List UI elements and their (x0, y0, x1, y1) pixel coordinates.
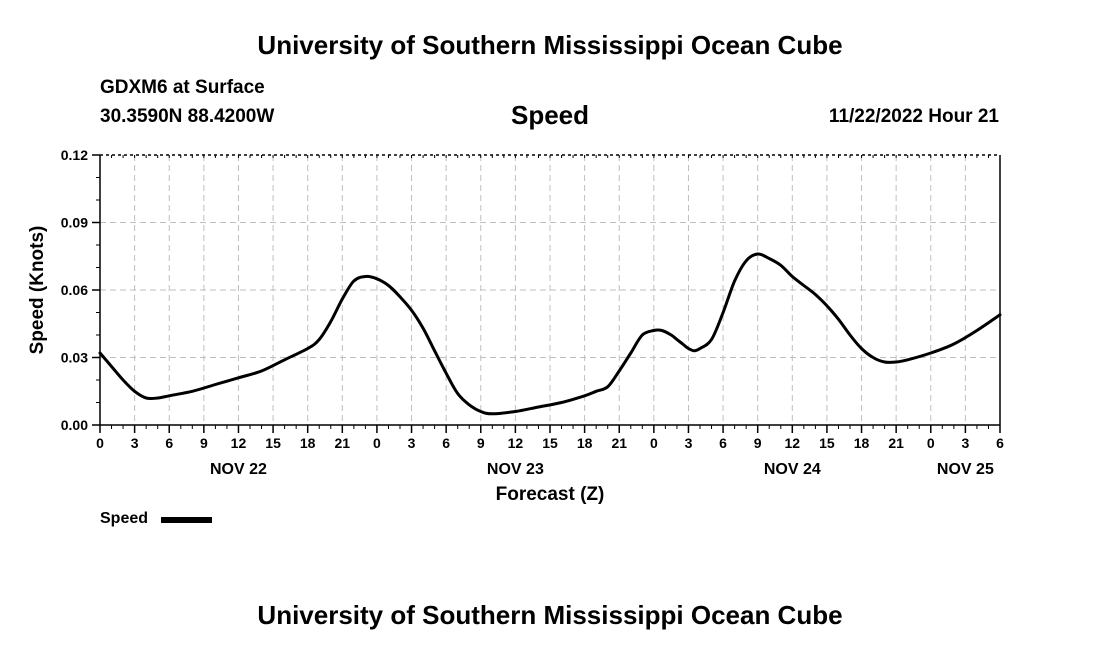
y-tick-label: 0.00 (61, 417, 88, 433)
x-tick-label: 15 (265, 435, 281, 451)
timestamp-label: 11/22/2022 Hour 21 (828, 106, 999, 127)
x-tick-label: 6 (996, 435, 1004, 451)
x-tick-label: 12 (508, 435, 524, 451)
x-tick-label: 0 (373, 435, 381, 451)
grid (100, 155, 1000, 425)
y-tick-label: 0.06 (61, 282, 88, 298)
series-layer (98, 252, 1002, 416)
coordinates-label: 30.3590N 88.4200W (100, 106, 275, 127)
x-tick-label: 0 (927, 435, 935, 451)
chart-title: Speed (510, 100, 590, 130)
x-tick-label: 12 (785, 435, 801, 451)
y-tick-label: 0.12 (61, 147, 88, 163)
x-tick-label: 9 (754, 435, 762, 451)
x-tick-label: 18 (854, 435, 870, 451)
x-tick-label: 15 (542, 435, 558, 451)
legend-label: Speed (100, 510, 149, 527)
x-tick-label: 12 (231, 435, 247, 451)
x-tick-label: 9 (200, 435, 208, 451)
y-tick-label: 0.09 (61, 215, 88, 231)
x-tick-label: 15 (819, 435, 835, 451)
legend-line-swatch (161, 517, 212, 523)
day-label: NOV 23 (487, 461, 544, 478)
x-tick-label: 18 (577, 435, 593, 451)
axes (92, 154, 1001, 433)
x-tick-label: 9 (477, 435, 485, 451)
x-tick-label: 3 (961, 435, 969, 451)
page-title-top: University of Southern Mississippi Ocean… (257, 30, 843, 60)
day-label: NOV 24 (764, 461, 821, 478)
series-line-speed (98, 252, 1002, 416)
day-label: NOV 22 (210, 461, 267, 478)
x-tick-label: 18 (300, 435, 316, 451)
day-label: NOV 25 (937, 461, 994, 478)
y-axis-label: Speed (Knots) (27, 226, 48, 355)
x-tick-label: 6 (442, 435, 450, 451)
x-tick-label: 21 (888, 435, 904, 451)
labels: 0 3 6 9 12 15 18 21 0 3 6 9 12 15 18 21 0 3 6 9 12 15 18 21 0 3 6 0… (27, 147, 1004, 505)
x-tick-label: 3 (685, 435, 693, 451)
station-label: GDXM6 at Surface (100, 77, 265, 98)
page-title-bottom: University of Southern Mississippi Ocean… (257, 600, 843, 630)
x-tick-label: 0 (650, 435, 658, 451)
x-tick-label: 6 (165, 435, 173, 451)
x-axis-label: Forecast (Z) (496, 484, 605, 505)
x-tick-label: 3 (131, 435, 139, 451)
x-tick-label: 21 (335, 435, 351, 451)
x-tick-label: 3 (408, 435, 416, 451)
x-tick-label: 0 (96, 435, 104, 451)
y-tick-label: 0.03 (61, 350, 88, 366)
x-tick-label: 21 (611, 435, 627, 451)
x-tick-label: 6 (719, 435, 727, 451)
